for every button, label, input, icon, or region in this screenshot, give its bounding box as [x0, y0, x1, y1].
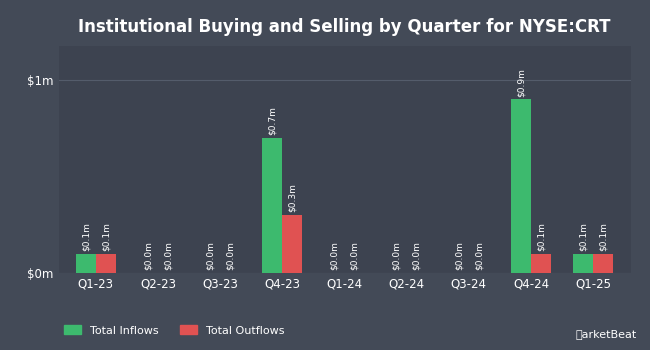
Bar — [593, 254, 613, 273]
Text: $0.0m: $0.0m — [163, 241, 172, 270]
Text: $0.0m: $0.0m — [226, 241, 235, 270]
Text: $0.0m: $0.0m — [350, 241, 359, 270]
Title: Institutional Buying and Selling by Quarter for NYSE:CRT: Institutional Buying and Selling by Quar… — [78, 18, 611, 36]
Text: $0.0m: $0.0m — [474, 241, 484, 270]
Text: $0.1m: $0.1m — [536, 222, 545, 251]
Text: $0.1m: $0.1m — [599, 222, 608, 251]
Text: $0.1m: $0.1m — [101, 222, 111, 251]
Text: $0.0m: $0.0m — [205, 241, 214, 270]
Text: $0.0m: $0.0m — [454, 241, 463, 270]
Bar — [531, 254, 551, 273]
Text: $0.3m: $0.3m — [288, 183, 297, 212]
Bar — [96, 254, 116, 273]
Bar — [263, 138, 282, 273]
Text: $0.0m: $0.0m — [392, 241, 401, 270]
Text: $0.0m: $0.0m — [330, 241, 339, 270]
Bar — [511, 99, 531, 273]
Bar — [282, 215, 302, 273]
Text: $0.1m: $0.1m — [81, 222, 90, 251]
Text: $0.7m: $0.7m — [268, 106, 277, 135]
Text: $0.0m: $0.0m — [412, 241, 421, 270]
Bar — [76, 254, 96, 273]
Text: $0.9m: $0.9m — [517, 68, 526, 97]
Text: $0.1m: $0.1m — [578, 222, 588, 251]
Bar — [573, 254, 593, 273]
Text: ⼿arketBeat: ⼿arketBeat — [576, 329, 637, 340]
Legend: Total Inflows, Total Outflows: Total Inflows, Total Outflows — [64, 325, 285, 336]
Text: $0.0m: $0.0m — [144, 241, 153, 270]
